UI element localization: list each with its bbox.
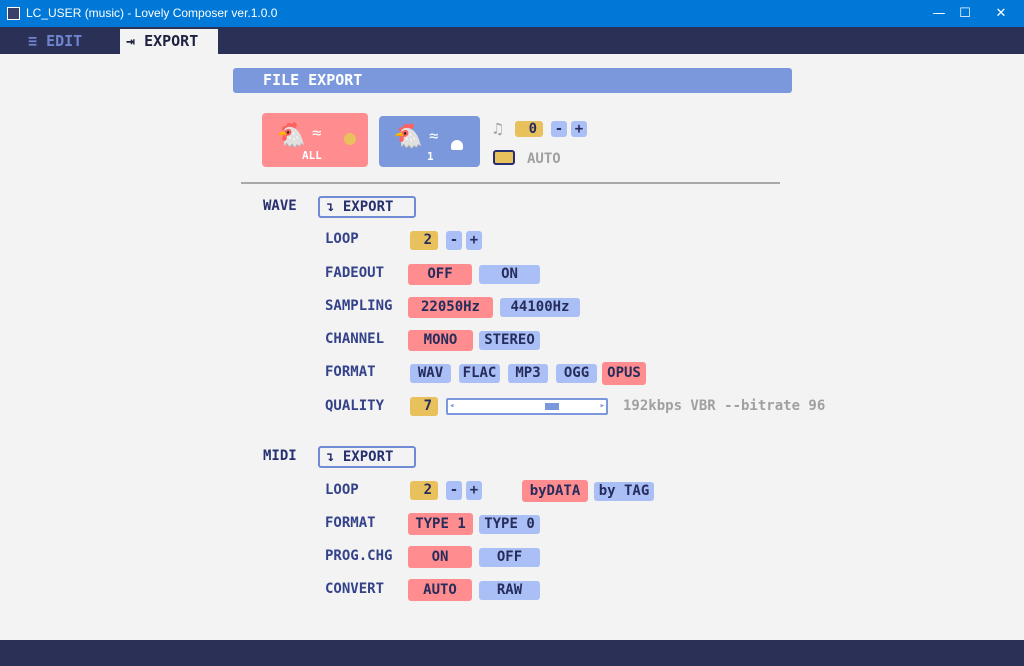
midi-section-title: MIDI bbox=[263, 448, 297, 464]
wave-loop-label: LOOP bbox=[325, 231, 359, 247]
slider-left-arrow-icon[interactable]: ◂ bbox=[449, 401, 455, 411]
convert-auto[interactable]: AUTO bbox=[408, 579, 472, 601]
wave-export-label: EXPORT bbox=[342, 199, 394, 215]
midi-type0[interactable]: TYPE 0 bbox=[479, 515, 540, 534]
midi-export-label: EXPORT bbox=[342, 449, 394, 465]
loop-by-tag[interactable]: by TAG bbox=[594, 482, 654, 501]
single-label: 1 bbox=[427, 150, 434, 163]
midi-export-button[interactable]: ↴ EXPORT bbox=[318, 446, 416, 468]
close-button[interactable]: ✕ bbox=[995, 6, 1007, 21]
egg-icon bbox=[451, 140, 463, 150]
export-icon: ⇥ bbox=[126, 32, 136, 50]
fadeout-label: FADEOUT bbox=[325, 265, 385, 281]
app-icon bbox=[7, 7, 20, 20]
midi-loop-value: 2 bbox=[410, 481, 438, 500]
wave-icon: ≈ bbox=[312, 123, 322, 142]
midi-loop-plus[interactable]: + bbox=[466, 481, 482, 500]
edit-icon: ≡ bbox=[28, 32, 38, 50]
quality-slider[interactable]: ◂ ▸ bbox=[446, 398, 608, 415]
midi-loop-label: LOOP bbox=[325, 482, 359, 498]
format-wav[interactable]: WAV bbox=[410, 364, 451, 383]
window-title: LC_USER (music) - Lovely Composer ver.1.… bbox=[26, 6, 278, 20]
format-flac[interactable]: FLAC bbox=[459, 364, 500, 383]
fadeout-on[interactable]: ON bbox=[479, 265, 540, 284]
tab-export-label: EXPORT bbox=[144, 32, 199, 50]
loop-by-data[interactable]: byDATA bbox=[522, 480, 588, 502]
format-mp3[interactable]: MP3 bbox=[508, 364, 548, 383]
chicken-icon: 🐔 bbox=[276, 121, 306, 149]
fadeout-off[interactable]: OFF bbox=[408, 264, 472, 285]
progchg-label: PROG.CHG bbox=[325, 548, 393, 564]
chicken-icon: 🐔 bbox=[393, 122, 423, 150]
export-arrow-icon: ↴ bbox=[326, 199, 335, 215]
note-value: 0 bbox=[515, 121, 543, 137]
channel-stereo[interactable]: STEREO bbox=[479, 331, 540, 350]
quality-label: QUALITY bbox=[325, 398, 385, 414]
tab-bar: ≡ EDIT ⇥ EXPORT bbox=[0, 27, 1024, 54]
maximize-button[interactable]: ☐ bbox=[959, 6, 971, 21]
auto-label: AUTO bbox=[527, 151, 561, 167]
quality-info: 192kbps VBR --bitrate 96 bbox=[623, 398, 826, 414]
note-minus-button[interactable]: - bbox=[551, 121, 567, 137]
midi-loop-minus[interactable]: - bbox=[446, 481, 462, 500]
note-plus-button[interactable]: + bbox=[571, 121, 587, 137]
midi-type1[interactable]: TYPE 1 bbox=[408, 513, 473, 535]
sampling-44100[interactable]: 44100Hz bbox=[500, 298, 580, 317]
format-opus[interactable]: OPUS bbox=[602, 362, 646, 385]
convert-label: CONVERT bbox=[325, 581, 385, 597]
channel-label: CHANNEL bbox=[325, 331, 385, 347]
sampling-22050[interactable]: 22050Hz bbox=[408, 297, 493, 318]
minimize-button[interactable]: — bbox=[932, 6, 946, 21]
tab-export[interactable]: ⇥ EXPORT bbox=[120, 29, 218, 54]
slider-right-arrow-icon[interactable]: ▸ bbox=[599, 401, 605, 411]
chick-icon bbox=[344, 133, 356, 145]
wave-loop-plus[interactable]: + bbox=[466, 231, 482, 250]
wave-icon: ≈ bbox=[429, 126, 439, 145]
slider-thumb[interactable] bbox=[544, 403, 559, 410]
sampling-label: SAMPLING bbox=[325, 298, 393, 314]
wave-loop-minus[interactable]: - bbox=[446, 231, 462, 250]
file-export-header: FILE EXPORT bbox=[233, 68, 792, 93]
midi-format-label: FORMAT bbox=[325, 515, 376, 531]
wave-loop-value: 2 bbox=[410, 231, 438, 250]
format-label: FORMAT bbox=[325, 364, 376, 380]
wave-export-button[interactable]: ↴ EXPORT bbox=[318, 196, 416, 218]
tab-edit[interactable]: ≡ EDIT bbox=[22, 29, 97, 54]
music-note-icon: ♫ bbox=[493, 119, 503, 138]
progchg-on[interactable]: ON bbox=[408, 546, 472, 568]
status-bar bbox=[0, 640, 1024, 666]
wave-section-title: WAVE bbox=[263, 198, 297, 214]
convert-raw[interactable]: RAW bbox=[479, 581, 540, 600]
tab-edit-label: EDIT bbox=[46, 32, 83, 50]
title-bar: LC_USER (music) - Lovely Composer ver.1.… bbox=[0, 0, 1024, 27]
folder-icon[interactable] bbox=[493, 150, 515, 165]
export-single-button[interactable]: 🐔 ≈ 1 bbox=[379, 116, 480, 167]
export-arrow-icon: ↴ bbox=[326, 449, 335, 465]
divider bbox=[241, 182, 780, 184]
quality-value: 7 bbox=[410, 397, 438, 416]
export-all-button[interactable]: 🐔 ≈ ALL bbox=[262, 113, 368, 167]
progchg-off[interactable]: OFF bbox=[479, 548, 540, 567]
channel-mono[interactable]: MONO bbox=[408, 330, 473, 351]
format-ogg[interactable]: OGG bbox=[556, 364, 597, 383]
all-label: ALL bbox=[302, 149, 322, 162]
